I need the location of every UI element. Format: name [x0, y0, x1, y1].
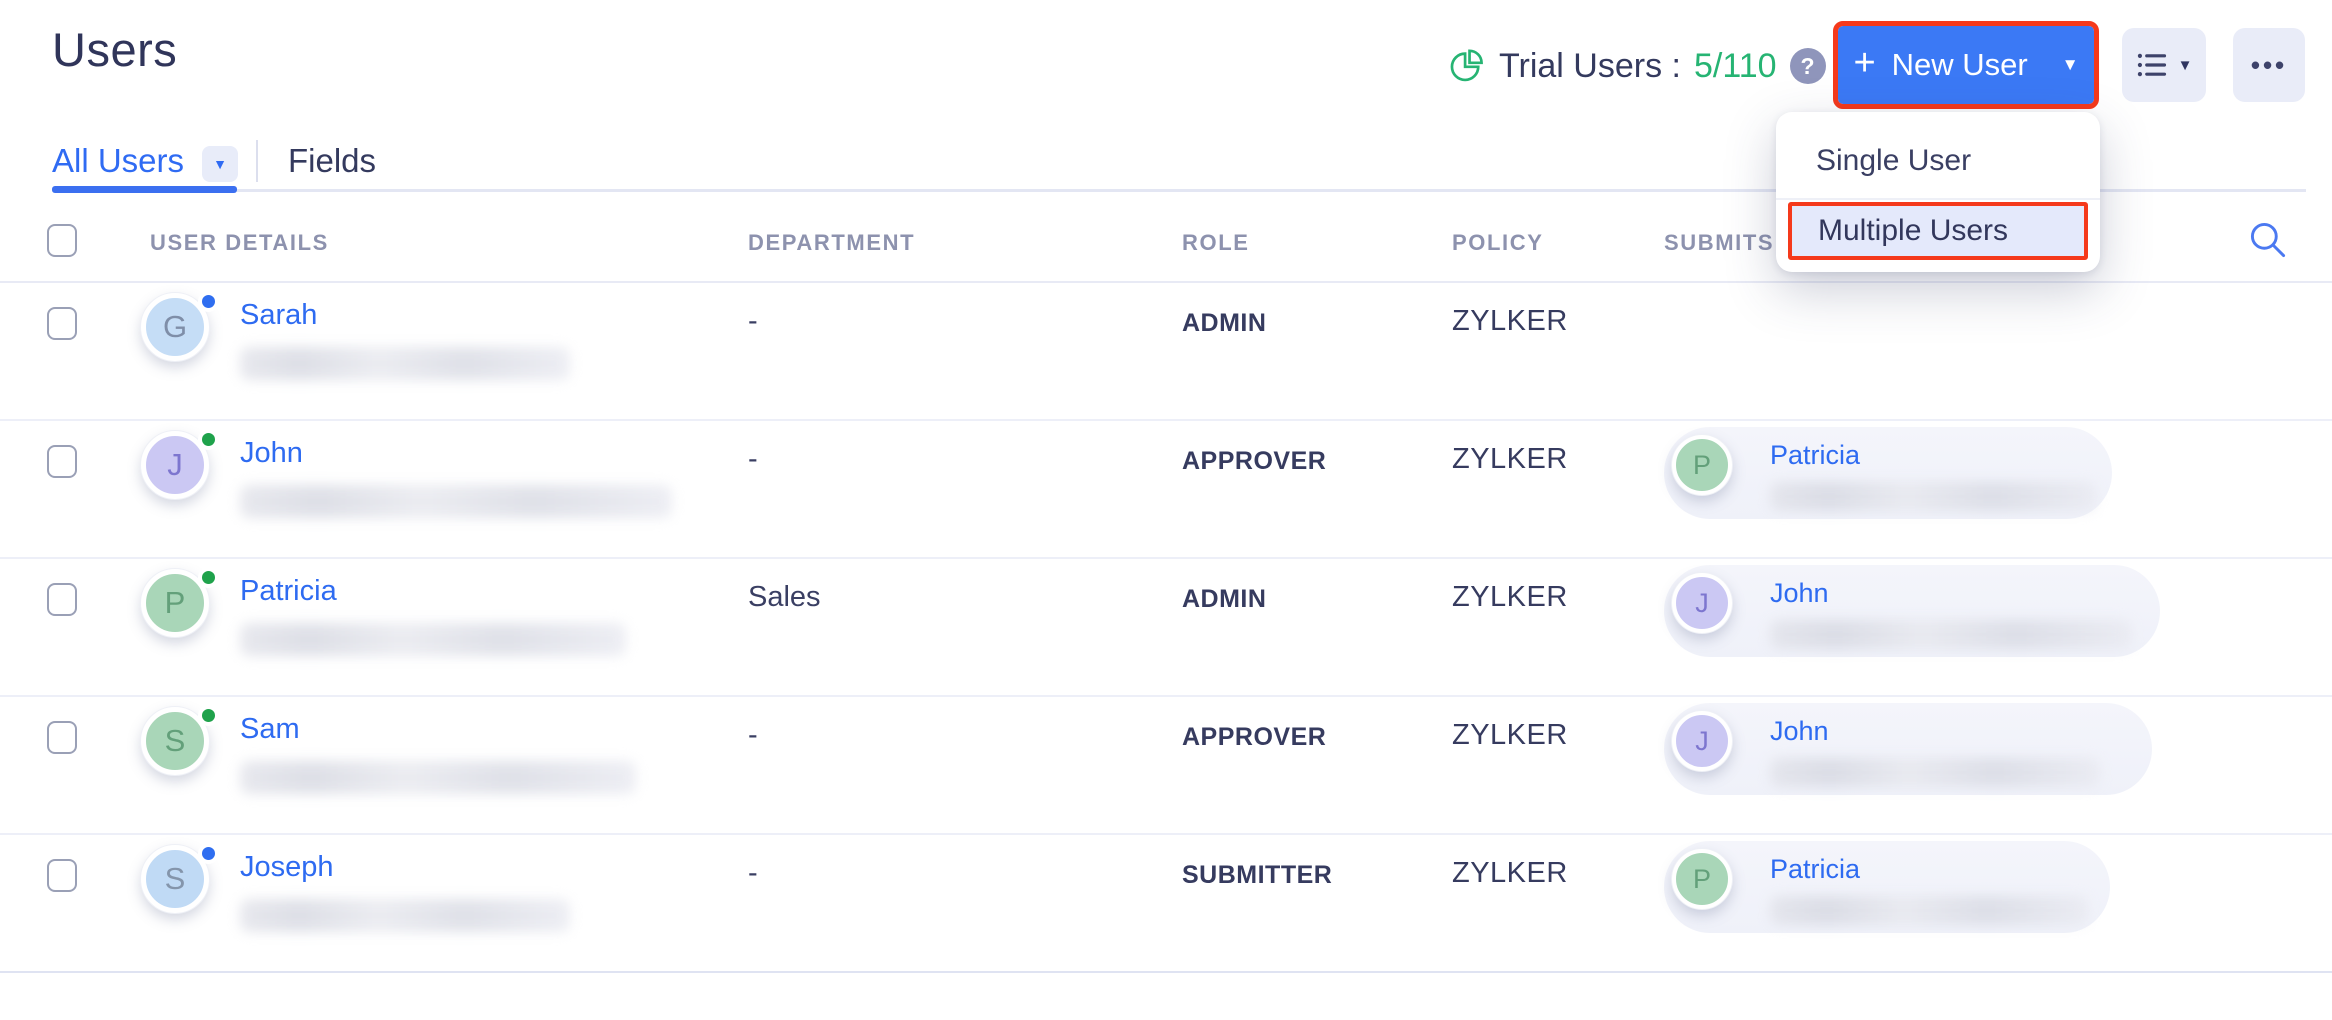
department-cell: - — [748, 857, 758, 889]
table-row: S Sam - APPROVER ZYLKER J John — [0, 697, 2332, 835]
list-view-icon — [2137, 53, 2166, 77]
users-table-body: G Sarah - ADMIN ZYLKER J John - APPROVER… — [0, 283, 2332, 973]
select-all-checkbox[interactable] — [47, 224, 77, 257]
row-checkbox[interactable] — [47, 307, 77, 340]
submits-to-name-link[interactable]: John — [1770, 578, 1829, 608]
role-cell: APPROVER — [1182, 447, 1327, 475]
role-cell: SUBMITTER — [1182, 861, 1333, 889]
all-users-dropdown-toggle[interactable]: ▼ — [202, 146, 238, 182]
trial-users-label: Trial Users : — [1499, 46, 1681, 85]
status-dot — [198, 843, 219, 864]
department-cell: - — [748, 719, 758, 751]
table-row: G Sarah - ADMIN ZYLKER — [0, 283, 2332, 421]
policy-cell: ZYLKER — [1452, 857, 1568, 889]
chevron-down-icon: ▼ — [2061, 55, 2079, 74]
row-checkbox[interactable] — [47, 859, 77, 892]
blurred-email — [240, 485, 672, 518]
row-checkbox[interactable] — [47, 583, 77, 616]
blurred-email — [240, 899, 570, 932]
user-name-link[interactable]: Sam — [240, 713, 300, 745]
user-name-link[interactable]: Sarah — [240, 299, 318, 331]
blurred-email — [1770, 896, 2088, 925]
blurred-email — [240, 623, 626, 656]
status-dot — [198, 291, 219, 312]
submits-to-name-link[interactable]: Patricia — [1770, 854, 1861, 884]
active-tab-underline — [52, 186, 237, 193]
submits-to-chip: J John — [1664, 565, 2160, 657]
pie-chart-icon — [1450, 49, 1483, 82]
department-cell: - — [748, 443, 758, 475]
plus-icon: + — [1853, 42, 1876, 84]
search-button[interactable] — [2246, 218, 2294, 266]
submits-to-chip: P Patricia — [1664, 841, 2110, 933]
submits-to-name-link[interactable]: John — [1770, 716, 1829, 746]
policy-cell: ZYLKER — [1452, 305, 1568, 337]
ellipsis-icon: ••• — [2250, 49, 2288, 80]
submits-to-avatar: J — [1672, 711, 1732, 771]
trial-users-value: 5/110 — [1693, 46, 1777, 85]
menu-item-label: Multiple Users — [1818, 214, 2009, 247]
user-name-link[interactable]: Joseph — [240, 851, 334, 883]
submits-to-chip: P Patricia — [1664, 427, 2112, 519]
department-cell: - — [748, 305, 758, 337]
tab-fields[interactable]: Fields — [288, 142, 377, 179]
menu-separator — [1776, 198, 2100, 200]
new-user-button[interactable]: + New User ▼ — [1833, 21, 2099, 109]
blurred-email — [1770, 482, 2096, 511]
user-name-link[interactable]: John — [240, 437, 303, 469]
trial-users-counter: Trial Users : 5/110 ? — [1448, 40, 1826, 92]
role-cell: ADMIN — [1182, 309, 1267, 337]
new-user-dropdown-menu: Single User Multiple Users — [1776, 112, 2100, 272]
status-dot — [198, 567, 219, 588]
submits-to-chip: J John — [1664, 703, 2152, 795]
policy-cell: ZYLKER — [1452, 581, 1568, 613]
more-options-button[interactable]: ••• — [2233, 28, 2305, 102]
user-name-link[interactable]: Patricia — [240, 575, 337, 607]
col-department: DEPARTMENT — [748, 230, 916, 255]
help-icon[interactable]: ? — [1789, 48, 1826, 84]
new-user-label: New User — [1891, 47, 2028, 82]
avatar: G — [141, 293, 209, 361]
chevron-down-icon: ▼ — [213, 156, 227, 172]
table-header: USER DETAILS DEPARTMENT ROLE POLICY SUBM… — [0, 200, 2332, 283]
tab-all-users[interactable]: All Users — [52, 142, 185, 179]
blurred-email — [1770, 620, 2132, 649]
col-user-details: USER DETAILS — [150, 230, 329, 255]
menu-item-single-user[interactable]: Single User — [1816, 144, 1972, 177]
role-cell: APPROVER — [1182, 723, 1327, 751]
submits-to-avatar: P — [1672, 435, 1732, 495]
department-cell: Sales — [748, 581, 821, 613]
blurred-email — [240, 761, 636, 794]
blurred-email — [240, 347, 570, 380]
col-role: ROLE — [1182, 230, 1250, 255]
tab-track — [52, 189, 2306, 192]
table-row: J John - APPROVER ZYLKER P Patricia — [0, 421, 2332, 559]
page-title: Users — [52, 23, 178, 76]
blurred-email — [1770, 758, 2100, 787]
status-dot — [198, 429, 219, 450]
row-checkbox[interactable] — [47, 721, 77, 754]
role-cell: ADMIN — [1182, 585, 1267, 613]
view-options-button[interactable]: ▼ — [2122, 28, 2206, 102]
policy-cell: ZYLKER — [1452, 443, 1568, 475]
table-row: P Patricia Sales ADMIN ZYLKER J John — [0, 559, 2332, 697]
submits-to-name-link[interactable]: Patricia — [1770, 440, 1861, 470]
tab-divider — [256, 140, 258, 182]
avatar: S — [141, 707, 209, 775]
submits-to-avatar: J — [1672, 573, 1732, 633]
chevron-down-icon: ▼ — [2177, 56, 2193, 74]
search-icon — [2250, 222, 2286, 258]
avatar: S — [141, 845, 209, 913]
table-row: S Joseph - SUBMITTER ZYLKER P Patricia — [0, 835, 2332, 973]
col-policy: POLICY — [1452, 230, 1544, 255]
submits-to-avatar: P — [1672, 849, 1732, 909]
policy-cell: ZYLKER — [1452, 719, 1568, 751]
status-dot — [198, 705, 219, 726]
avatar: J — [141, 431, 209, 499]
row-checkbox[interactable] — [47, 445, 77, 478]
avatar: P — [141, 569, 209, 637]
menu-item-multiple-users[interactable]: Multiple Users — [1788, 202, 2088, 260]
